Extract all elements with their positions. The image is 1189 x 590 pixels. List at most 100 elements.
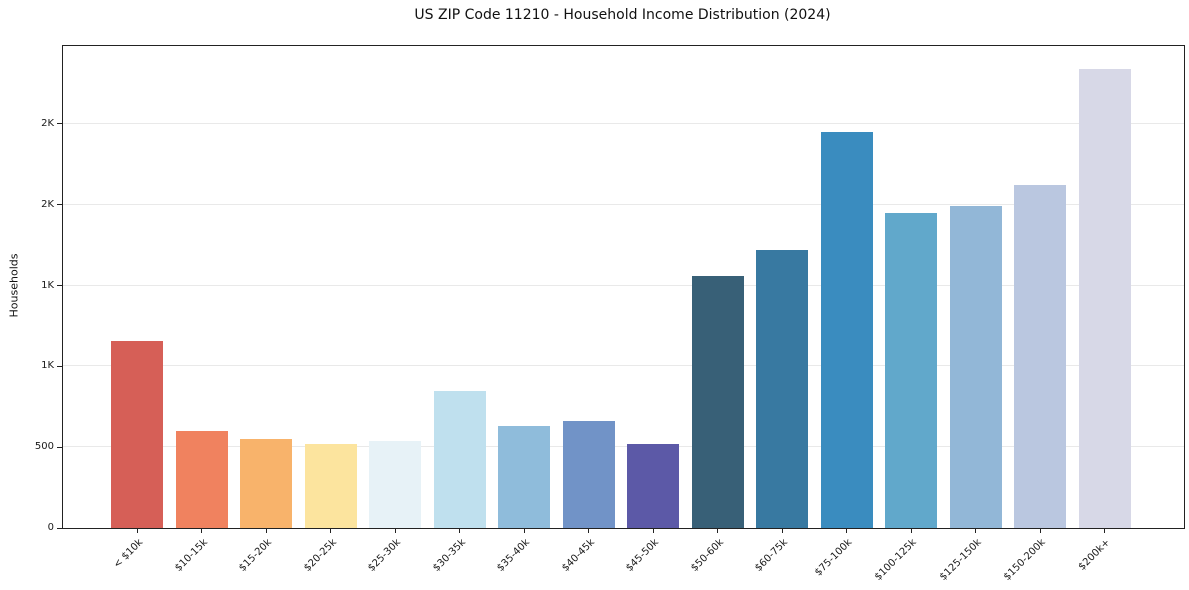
x-tick-mark: [910, 528, 912, 533]
x-tick-label: $20-25k: [301, 537, 339, 574]
x-tick-label: $100-125k: [873, 537, 920, 583]
bar-$45-50k: [627, 443, 680, 528]
x-label-slot: $25-30k: [363, 528, 428, 588]
x-tick-label: $200k+: [1076, 537, 1113, 573]
bar-< $10k: [111, 340, 164, 528]
x-tick-slot: [428, 528, 493, 533]
y-tick-mark: [57, 123, 63, 125]
bar-$35-40k: [498, 426, 551, 528]
bar-slot: [815, 46, 880, 528]
x-label-slot: $75-100k: [813, 528, 880, 588]
bar-$200k+: [1078, 68, 1131, 528]
bar-slot: [363, 46, 428, 528]
x-label-slot: $30-35k: [428, 528, 493, 588]
bar-$15-20k: [240, 439, 293, 528]
x-label-slot: $150-200k: [1002, 528, 1073, 588]
x-label-slot: $200k+: [1073, 528, 1138, 588]
x-tick-label: $40-45k: [559, 537, 597, 574]
bar-slot: [621, 46, 686, 528]
x-tick-slot: [170, 528, 235, 533]
gridline: [63, 122, 1184, 124]
x-tick-label: $15-20k: [237, 537, 275, 574]
x-tick-label: $50-60k: [688, 537, 726, 574]
gridline: [63, 203, 1184, 205]
bar-slot: [686, 46, 751, 528]
x-tick-slot: [944, 528, 1009, 533]
plot-area: 0 500 1K 1K 2K 2K < $10k $10-15k $15-20k $20-25k…: [35, 45, 1185, 583]
x-tick-slot: [299, 528, 364, 533]
y-tick-mark: [57, 285, 63, 287]
bar-$150-200k: [1014, 185, 1067, 528]
x-tick-slot: [621, 528, 686, 533]
x-axis-ticks: [105, 528, 1137, 533]
x-tick-slot: [1008, 528, 1073, 533]
x-tick-slot: [492, 528, 557, 533]
bar-$100-125k: [885, 212, 938, 528]
bar-$40-45k: [562, 421, 615, 528]
x-tick-mark: [265, 528, 267, 533]
y-tick-mark: [57, 446, 63, 448]
bar-slot: [170, 46, 235, 528]
x-tick-mark: [136, 528, 138, 533]
x-tick-mark: [330, 528, 332, 533]
x-tick-mark: [652, 528, 654, 533]
x-tick-slot: [815, 528, 880, 533]
x-tick-mark: [717, 528, 719, 533]
bar-slot: [105, 46, 170, 528]
bar-slot: [557, 46, 622, 528]
x-label-slot: $50-60k: [686, 528, 751, 588]
x-tick-label: $45-50k: [624, 537, 662, 574]
x-tick-mark: [1104, 528, 1106, 533]
y-tick-label: 0: [47, 522, 54, 533]
x-tick-slot: [234, 528, 299, 533]
x-label-slot: $100-125k: [873, 528, 944, 588]
x-tick-mark: [975, 528, 977, 533]
gridline: [63, 446, 1184, 448]
bar-slot: [299, 46, 364, 528]
x-label-slot: $60-75k: [750, 528, 815, 588]
x-label-slot: $10-15k: [170, 528, 235, 588]
bar-$20-25k: [304, 443, 357, 528]
x-label-slot: $15-20k: [234, 528, 299, 588]
y-tick-label: 2K: [41, 198, 54, 210]
x-tick-slot: [1073, 528, 1138, 533]
gridline: [63, 284, 1184, 286]
x-axis-labels: < $10k $10-15k $15-20k $20-25k $25-30k $30-35…: [105, 528, 1137, 588]
bar-slot: [234, 46, 299, 528]
bar-slot: [428, 46, 493, 528]
x-label-slot: < $10k: [105, 528, 170, 588]
bar-$10-15k: [175, 431, 228, 528]
y-tick-mark: [57, 527, 63, 529]
x-tick-mark: [394, 528, 396, 533]
x-tick-slot: [686, 528, 751, 533]
x-tick-label: < $10k: [111, 537, 146, 571]
x-tick-mark: [846, 528, 848, 533]
bar-slot: [879, 46, 944, 528]
bar-$25-30k: [369, 440, 422, 528]
x-tick-mark: [781, 528, 783, 533]
x-tick-mark: [201, 528, 203, 533]
x-tick-slot: [879, 528, 944, 533]
bar-slot: [1008, 46, 1073, 528]
y-tick-label: 2K: [41, 117, 54, 129]
gridline: [63, 365, 1184, 367]
x-tick-mark: [588, 528, 590, 533]
bar-slot: [1073, 46, 1138, 528]
x-tick-mark: [523, 528, 525, 533]
x-tick-mark: [1039, 528, 1041, 533]
y-tick-mark: [57, 365, 63, 367]
x-tick-label: $10-15k: [172, 537, 210, 574]
x-tick-slot: [557, 528, 622, 533]
x-label-slot: $45-50k: [621, 528, 686, 588]
x-tick-mark: [459, 528, 461, 533]
bar-$50-60k: [691, 275, 744, 528]
bar-slot: [750, 46, 815, 528]
x-tick-slot: [363, 528, 428, 533]
bars-container: [105, 46, 1137, 528]
bar-slot: [492, 46, 557, 528]
x-tick-label: $150-200k: [1002, 537, 1049, 583]
chart-title: US ZIP Code 11210 - Household Income Dis…: [414, 7, 831, 23]
x-label-slot: $35-40k: [492, 528, 557, 588]
x-tick-label: $60-75k: [753, 537, 791, 574]
x-tick-label: $125-150k: [937, 537, 984, 583]
